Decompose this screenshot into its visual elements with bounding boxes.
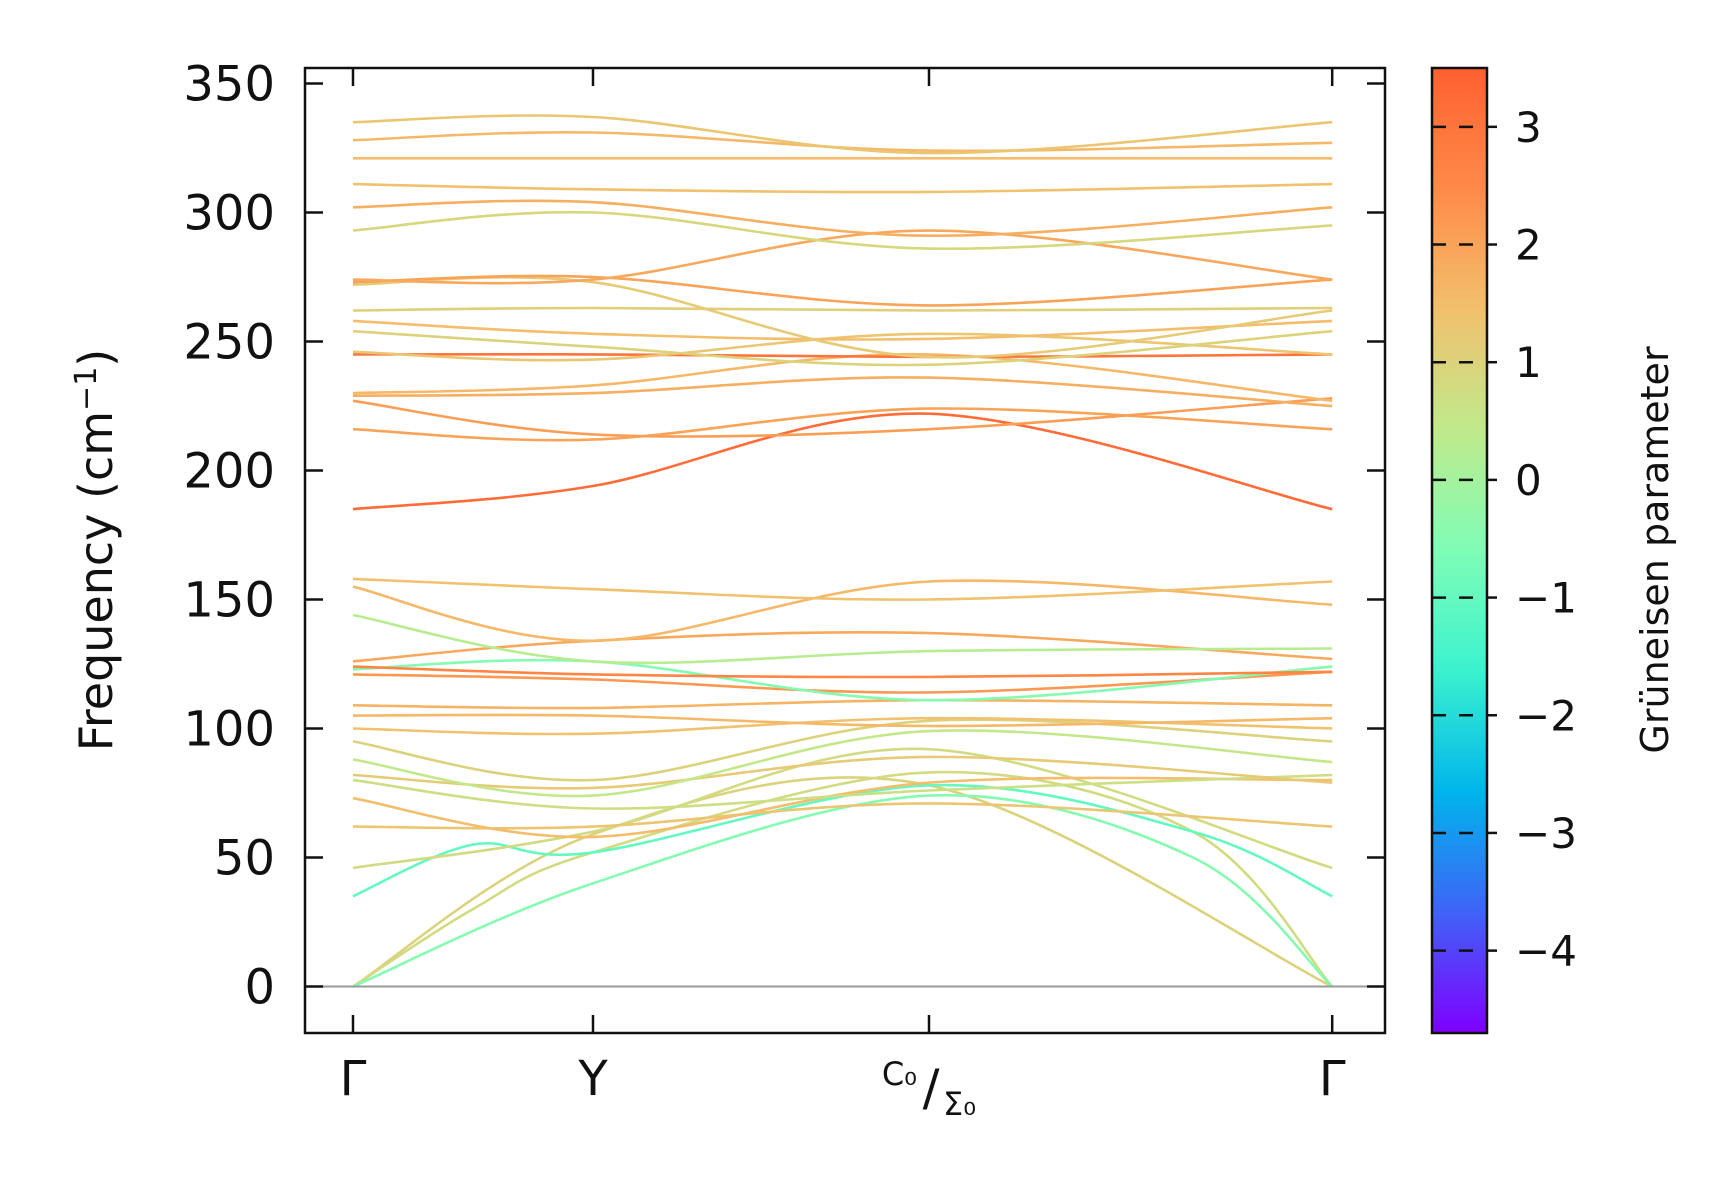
band-line-30	[352, 319, 1333, 341]
band-line-3	[352, 793, 1334, 988]
band-line-36	[352, 199, 1333, 238]
band-line-40	[352, 114, 1333, 155]
colorbar-gradient	[1432, 68, 1487, 1033]
x-tick-label-bottom: Σ₀	[943, 1085, 976, 1123]
band-line-6	[352, 802, 1333, 830]
band-line-16	[352, 658, 1333, 702]
x-axis-ticks: Γ Y C₀ / Σ₀ Γ	[340, 68, 1346, 1123]
band-line-39	[352, 130, 1333, 153]
band-line-35	[352, 210, 1333, 251]
x-tick-label-slash: /	[923, 1059, 940, 1117]
y-tick-label: 50	[214, 831, 275, 887]
band-line-24	[352, 397, 1333, 438]
band-line-1	[352, 776, 1333, 988]
band-line-31	[352, 306, 1333, 312]
colorbar-tick-label: 1	[1515, 338, 1542, 387]
band-line-2	[352, 770, 1334, 988]
colorbar-tick-label: −3	[1515, 809, 1577, 858]
y-tick-label: 350	[183, 56, 275, 112]
y-tick-label: 150	[183, 573, 275, 629]
band-line-23	[352, 407, 1333, 442]
band-lines	[352, 114, 1334, 988]
colorbar-frame	[1430, 66, 1489, 1035]
colorbar-label: Grüneisen parameter	[1633, 346, 1677, 754]
band-line-11	[352, 718, 1333, 782]
x-tick-label-top: C₀	[882, 1055, 917, 1093]
x-tick-label: Γ	[1319, 1051, 1346, 1107]
colorbar-tick-label: 3	[1515, 103, 1542, 152]
band-line-27	[352, 352, 1333, 359]
y-tick-label: 100	[183, 702, 275, 758]
band-line-21	[352, 577, 1333, 601]
y-tick-label: 250	[183, 315, 275, 371]
x-tick-label-fraction: C₀ / Σ₀	[882, 1055, 976, 1123]
band-line-37	[352, 182, 1333, 194]
y-tick-label: 300	[183, 185, 275, 241]
colorbar: 3 2 1 0 −1 −2 −3 −4 Grüneisen parameter	[1430, 66, 1677, 1035]
colorbar-tick-label: 2	[1515, 221, 1542, 270]
band-line-10	[352, 729, 1333, 798]
band-line-28	[352, 332, 1333, 362]
band-line-25	[352, 376, 1333, 408]
band-line-22	[352, 412, 1333, 511]
colorbar-ticks: 3 2 1 0 −1 −2 −3 −4	[1432, 103, 1577, 976]
x-tick-label: Γ	[340, 1051, 367, 1107]
plot-area: 0 50 100 150 200 250 300 350 Γ Y C₀ / Σ₀ Γ Frequency…	[69, 56, 1387, 1123]
band-line-19	[352, 613, 1333, 665]
band-line-20	[352, 579, 1333, 643]
band-line-4	[352, 783, 1333, 898]
band-line-34	[352, 229, 1333, 285]
band-line-8	[352, 773, 1333, 810]
y-axis-label: Frequency (cm−1)	[69, 349, 123, 752]
y-tick-label: 0	[244, 960, 275, 1016]
band-line-14	[352, 698, 1333, 710]
colorbar-tick-label: −1	[1515, 574, 1577, 623]
colorbar-tick-label: 0	[1515, 456, 1542, 505]
colorbar-tick-label: −2	[1515, 691, 1577, 740]
x-tick-label: Y	[577, 1051, 608, 1107]
band-line-7	[352, 776, 1333, 839]
y-tick-label: 200	[183, 444, 275, 500]
band-line-13	[352, 713, 1333, 728]
band-line-33	[352, 274, 1333, 307]
band-line-29	[352, 329, 1333, 367]
band-line-18	[352, 631, 1333, 663]
colorbar-tick-label: −4	[1515, 927, 1577, 976]
y-axis-ticks: 0 50 100 150 200 250 300 350	[183, 56, 1385, 1016]
plot-frame	[303, 66, 1387, 1035]
band-line-17	[352, 665, 1333, 679]
